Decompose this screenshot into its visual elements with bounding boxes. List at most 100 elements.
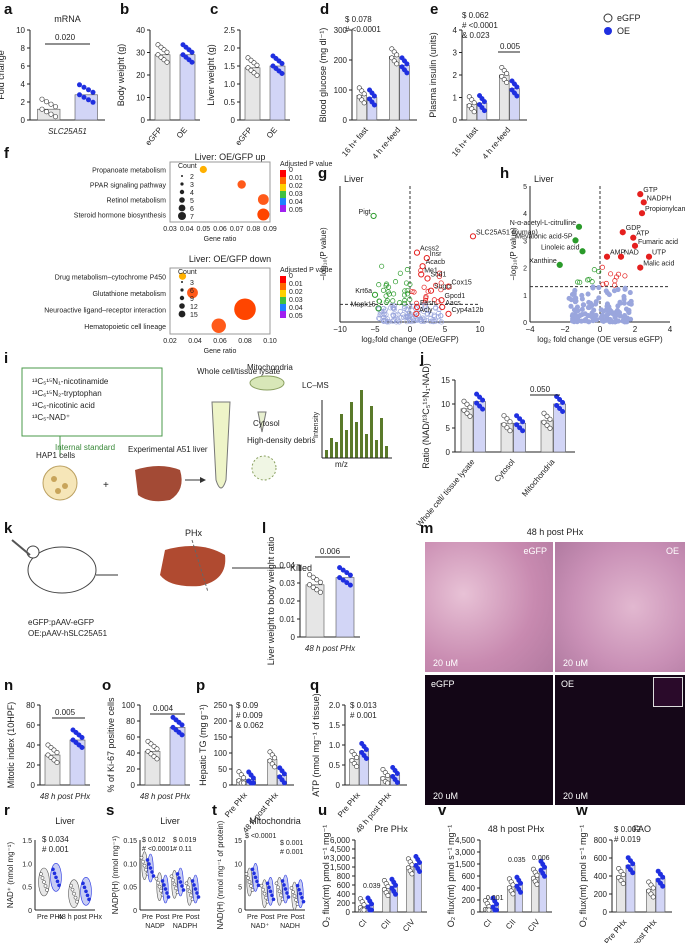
s-point bbox=[141, 859, 145, 864]
d-ytick-label: 0 bbox=[343, 116, 348, 125]
g-point bbox=[385, 284, 392, 290]
q-point bbox=[363, 755, 369, 761]
j-point bbox=[480, 397, 486, 403]
e-point bbox=[481, 108, 487, 114]
egfp-vector-label: eGFP:pAAV-eGFP bbox=[28, 618, 94, 627]
j-point bbox=[474, 391, 480, 397]
l-point bbox=[307, 582, 313, 588]
f1-xtick: 0.09 bbox=[263, 226, 277, 233]
v-ytick-label: 3,000 bbox=[455, 848, 476, 857]
u-point bbox=[409, 871, 415, 877]
he-oe-image: OE 20 uM bbox=[555, 542, 685, 672]
f1-dot-1 bbox=[237, 180, 246, 189]
h-point-label: Linoleic acid bbox=[541, 244, 580, 251]
h-point bbox=[569, 291, 575, 298]
g-point bbox=[383, 312, 389, 318]
h-point bbox=[599, 264, 605, 270]
f2-count-label: 6 bbox=[190, 288, 194, 295]
h-point bbox=[613, 274, 620, 280]
h-point-label: Xanthine bbox=[529, 258, 557, 265]
ki67-egfp-scale: 20 uM bbox=[433, 791, 459, 801]
w-bar-OE-0 bbox=[625, 864, 636, 913]
panel-f-enrichment: Liver: OE/GFP up Propanoate metabolism PPA… bbox=[44, 152, 332, 355]
he-oe-label: OE bbox=[665, 546, 679, 556]
q-point bbox=[394, 770, 400, 776]
l-point bbox=[310, 574, 316, 580]
f2-cat-3: Hematopoietic cell lineage bbox=[84, 324, 166, 331]
f1-color-swatch bbox=[280, 198, 286, 205]
d-ytick-label: 300 bbox=[334, 26, 348, 35]
l-ytick-label: 0.03 bbox=[279, 579, 295, 588]
f1-color-swatch bbox=[280, 205, 286, 212]
a-point bbox=[52, 104, 58, 110]
d-bar-OE-1 bbox=[399, 65, 410, 121]
l-ylabel: Liver weight to body weight ratio bbox=[266, 537, 276, 666]
ki67-oe-scale: 20 uM bbox=[563, 791, 589, 801]
g-labeled-point bbox=[418, 271, 425, 278]
t-xcat-2: Pre bbox=[277, 914, 288, 921]
f2-count-dot bbox=[179, 303, 185, 309]
p-point bbox=[250, 775, 256, 781]
s-point bbox=[157, 884, 162, 889]
r-xcat-0: Pre PHx bbox=[37, 914, 64, 921]
v-ytick-label: 200 bbox=[462, 896, 476, 905]
g-point bbox=[407, 313, 413, 319]
f1-count-dot bbox=[179, 197, 185, 203]
u-point bbox=[393, 882, 399, 888]
a-point bbox=[43, 109, 49, 115]
g-point bbox=[397, 270, 403, 276]
s-point bbox=[148, 866, 153, 870]
panel-letter-v: v bbox=[438, 802, 447, 819]
g-point bbox=[402, 298, 408, 304]
f1-xlabel: Gene ratio bbox=[204, 236, 237, 243]
panel-g-volcano: Liver log₂fold change (OE/eGFP) −log₁₀(P v… bbox=[319, 174, 538, 344]
g-point-label: Pigt bbox=[359, 209, 371, 216]
a-ytick-label: 8 bbox=[21, 44, 26, 53]
h-point bbox=[607, 317, 614, 323]
u-ytick-label: 600 bbox=[337, 881, 351, 890]
internal-standard-label: Internal standard bbox=[55, 443, 115, 452]
h-ytick: 0 bbox=[523, 320, 527, 327]
h-point bbox=[621, 316, 627, 322]
g-point bbox=[383, 317, 389, 323]
t-point bbox=[300, 895, 304, 900]
r-point bbox=[85, 893, 90, 898]
s-point bbox=[165, 891, 169, 895]
e-xlabel-1: 4 h re-feed bbox=[481, 126, 513, 161]
g-point bbox=[390, 298, 396, 304]
s-point bbox=[196, 895, 201, 899]
r-point bbox=[39, 872, 43, 876]
j-xlabel-1: Cytosol bbox=[492, 457, 516, 483]
f2-xtick: 0.08 bbox=[238, 338, 252, 345]
u-ytick-label: 0 bbox=[346, 908, 351, 917]
ms-peak bbox=[335, 442, 338, 458]
h-point bbox=[598, 307, 604, 313]
panel-letter-o: o bbox=[102, 677, 111, 694]
l-point bbox=[347, 572, 353, 578]
h-ytick: 3 bbox=[523, 238, 527, 245]
t-group-0: NAD⁺ bbox=[251, 923, 270, 930]
g-labeled-point bbox=[469, 233, 477, 240]
q-point bbox=[354, 754, 360, 760]
w-ytick-label: 0 bbox=[603, 908, 608, 917]
panel-letters: a b c d e f g h i j k l m n o p q r s t u v w bbox=[4, 1, 588, 819]
panel-letter-j: j bbox=[419, 350, 424, 367]
g-point bbox=[409, 319, 415, 325]
inset-zoom bbox=[653, 677, 683, 707]
panel-letter-b: b bbox=[120, 1, 129, 18]
g-point bbox=[400, 314, 407, 320]
v-point bbox=[542, 864, 548, 870]
g-point bbox=[404, 267, 410, 273]
r-point bbox=[42, 880, 46, 884]
whole-cell-label: Whole cell/tissue lysate bbox=[197, 367, 281, 376]
d-point bbox=[361, 91, 367, 97]
e-annotation-0: $ 0.062 bbox=[462, 11, 489, 20]
w-ytick-label: 400 bbox=[594, 872, 608, 881]
mitochondria-label: Mitochondria bbox=[247, 363, 293, 372]
h-point bbox=[621, 296, 627, 302]
s-point bbox=[142, 863, 147, 868]
e-point bbox=[504, 80, 510, 86]
g-point bbox=[425, 288, 431, 295]
e-xlabel-0: 16 h+ fast bbox=[450, 125, 480, 158]
